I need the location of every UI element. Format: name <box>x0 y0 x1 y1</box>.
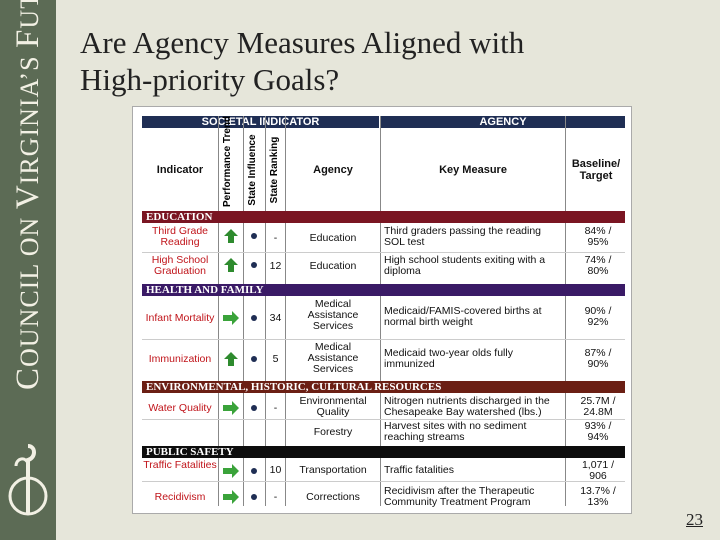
state-ranking-cell: 10 <box>269 464 282 476</box>
alignment-table: SOCIETAL INDICATOR AGENCY Indicator Perf… <box>132 106 632 514</box>
baseline-target-cell: 87% / 90% <box>584 347 612 370</box>
key-measure-header: Key Measure <box>439 164 507 176</box>
trend-up-arrow-icon <box>224 229 238 243</box>
indicator-cell: Infant Mortality <box>145 312 215 324</box>
col-divider <box>243 116 244 506</box>
council-logo-icon <box>8 444 48 516</box>
agency-cell: Environmental Quality <box>299 395 367 418</box>
key-measure-cell: Medicaid two-year olds fully immunized <box>384 347 513 370</box>
baseline-target-cell: 25.7M / 24.8M <box>580 395 616 418</box>
row-divider <box>142 252 625 253</box>
trend-right-arrow-icon <box>223 401 239 415</box>
section-education: EDUCATION <box>142 211 625 223</box>
row-divider <box>142 419 625 420</box>
agency-cell: Medical Assistance Services <box>307 341 359 375</box>
indicator-cell: Recidivism <box>154 491 206 503</box>
key-measure-cell: Harvest sites with no sediment reaching … <box>384 420 527 443</box>
state-ranking-cell: 34 <box>269 312 282 324</box>
state-influence-dot <box>251 262 257 268</box>
row-divider <box>142 481 625 482</box>
state-influence-header: State Influence <box>247 134 258 206</box>
performance-trend-header: Performance Trend <box>222 115 233 207</box>
agency-cell: Education <box>309 260 357 272</box>
key-measure-cell: Recidivism after the Therapeutic Communi… <box>384 485 535 508</box>
agency-cell: Forestry <box>313 426 353 438</box>
indicator-cell: Third Grade Reading <box>151 225 209 248</box>
baseline-target-header: Baseline/ Target <box>571 158 621 182</box>
state-influence-dot <box>251 405 257 411</box>
state-ranking-cell: - <box>273 232 278 244</box>
state-ranking-cell: - <box>273 491 278 503</box>
key-measure-cell: Nitrogen nutrients discharged in the Che… <box>384 395 550 418</box>
state-ranking-header: State Ranking <box>269 136 280 204</box>
state-influence-dot <box>251 356 257 362</box>
page-title: Are Agency Measures Aligned with High-pri… <box>80 25 525 97</box>
row-divider <box>142 339 625 340</box>
indicator-cell: Water Quality <box>148 402 212 414</box>
state-ranking-cell: - <box>273 402 278 414</box>
indicator-cell: High School Graduation <box>151 254 209 277</box>
societal-indicator-header: SOCIETAL INDICATOR <box>142 116 379 128</box>
key-measure-cell: Traffic fatalities <box>384 464 455 476</box>
state-influence-dot <box>251 468 257 474</box>
trend-up-arrow-icon <box>224 258 238 272</box>
agency-cell: Education <box>309 232 357 244</box>
trend-right-arrow-icon <box>223 311 239 325</box>
state-influence-dot <box>251 233 257 239</box>
indicator-header: Indicator <box>156 164 204 176</box>
baseline-target-cell: 13.7% / 13% <box>580 485 616 508</box>
col-divider <box>218 116 219 506</box>
agency-header: AGENCY <box>381 116 625 128</box>
agency-cell: Transportation <box>299 464 367 476</box>
baseline-target-cell: 74% / 80% <box>584 254 612 277</box>
state-influence-dot <box>251 494 257 500</box>
agency-col-header: Agency <box>313 164 353 176</box>
col-divider <box>265 116 266 506</box>
col-divider <box>380 116 381 506</box>
page-number: 23 <box>686 510 703 529</box>
agency-cell: Corrections <box>306 491 360 503</box>
indicator-cell: Traffic Fatalities <box>143 459 217 471</box>
col-divider <box>285 116 286 506</box>
baseline-target-cell: 1,071 / 906 <box>581 459 615 482</box>
agency-cell: Medical Assistance Services <box>307 298 359 332</box>
section-safety: PUBLIC SAFETY <box>142 446 625 458</box>
indicator-cell: Immunization <box>148 353 212 365</box>
baseline-target-cell: 93% / 94% <box>584 420 612 443</box>
baseline-target-cell: 84% / 95% <box>584 225 612 248</box>
col-divider <box>565 116 566 506</box>
trend-right-arrow-icon <box>223 490 239 504</box>
trend-right-arrow-icon <box>223 464 239 478</box>
key-measure-cell: Third graders passing the reading SOL te… <box>384 225 542 248</box>
trend-up-arrow-icon <box>224 352 238 366</box>
state-influence-dot <box>251 315 257 321</box>
sidebar-band: COUNCIL ON VIRGINIA’S FUTURE <box>0 0 56 540</box>
brand-wordmark: COUNCIL ON VIRGINIA’S FUTURE <box>10 0 46 390</box>
section-health: HEALTH AND FAMILY <box>142 284 625 296</box>
state-ranking-cell: 12 <box>269 260 282 272</box>
section-environment: ENVIRONMENTAL, HISTORIC, CULTURAL RESOUR… <box>142 381 625 393</box>
key-measure-cell: Medicaid/FAMIS-covered births at normal … <box>384 305 542 328</box>
baseline-target-cell: 90% / 92% <box>584 305 612 328</box>
key-measure-cell: High school students exiting with a dipl… <box>384 254 546 277</box>
state-ranking-cell: 5 <box>272 353 279 365</box>
